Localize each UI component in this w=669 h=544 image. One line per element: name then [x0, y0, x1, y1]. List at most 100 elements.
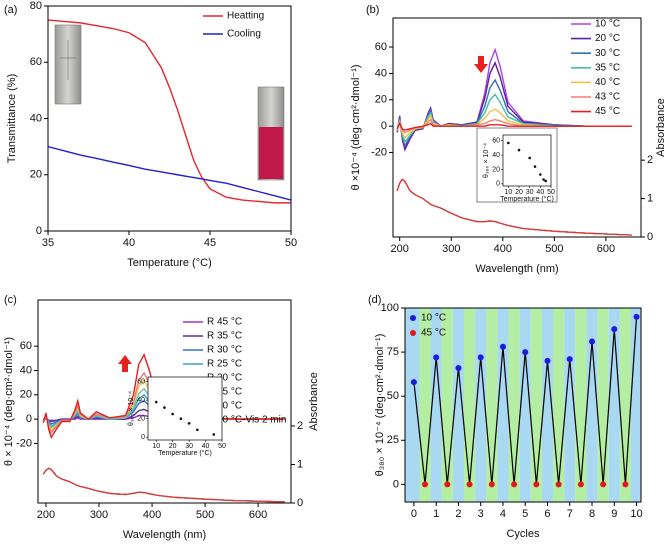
x-tick-label: 5 [522, 508, 528, 520]
absorbance-line [42, 467, 285, 503]
point [433, 354, 440, 361]
y-tick-label: 40 [20, 364, 32, 376]
point [566, 356, 573, 363]
absorbance-line [42, 467, 285, 503]
legend-label: 45 °C [595, 106, 620, 117]
point [511, 481, 518, 488]
inset-y-tick-label: 0 [496, 181, 500, 188]
legend-label: Cooling [227, 29, 261, 40]
legend-label: 35 °C [595, 62, 620, 73]
y-tick-label: 50 [387, 390, 399, 402]
y2-tick-label: 2 [297, 420, 303, 432]
y-tick-label: -20 [16, 437, 32, 449]
x-tick-label: 500 [545, 243, 563, 255]
x-tick-label: 200 [391, 243, 409, 255]
band [553, 308, 565, 502]
connector [491, 346, 504, 485]
inset-x-label: Temperature (°C) [500, 195, 554, 203]
panel-label: (c) [4, 294, 17, 306]
vial-turbid [257, 86, 285, 181]
y-tick-label: 40 [375, 67, 387, 79]
y-tick-label: -20 [371, 146, 387, 158]
absorbance-line [42, 467, 285, 503]
legend-label: 30 °C [595, 48, 620, 59]
band [486, 308, 498, 502]
connector [524, 352, 537, 485]
point [577, 481, 584, 488]
cd-line [47, 145, 292, 201]
absorbance-line [42, 467, 285, 503]
connector [546, 360, 560, 485]
inset-y-tick-label: 40 [492, 152, 500, 159]
connector [435, 357, 448, 485]
x-tick-label: 4 [500, 508, 506, 520]
connector [480, 357, 493, 485]
inset-x-tick-label: 40 [536, 189, 544, 196]
y-axis-label: θ ×10⁻⁴ (deg·cm²·dmol⁻¹) [350, 64, 362, 190]
band [519, 308, 531, 502]
inset-point [507, 141, 510, 145]
x-tick-label: 400 [494, 243, 512, 255]
band [608, 308, 620, 502]
absorbance-line [42, 467, 285, 503]
x-tick-label: 500 [196, 509, 214, 521]
y-tick-label: 0 [393, 478, 399, 490]
inset-x-tick-label: 10 [152, 443, 160, 450]
inset-point [154, 400, 158, 404]
inset-frame [147, 376, 223, 441]
band [419, 308, 431, 502]
connector [413, 382, 426, 485]
arrow-down [474, 56, 488, 73]
legend-label: R 20 °C [207, 373, 242, 384]
band [541, 308, 554, 502]
x-axis-label: Temperature (°C) [127, 257, 211, 269]
connector [468, 357, 482, 485]
panel: (b)200 300 400 500 600-200204060012Wavelengt… [350, 4, 667, 275]
band [564, 308, 576, 502]
point [555, 481, 562, 488]
inset-x-tick-label: 30 [185, 443, 193, 450]
y2-tick-label: 2 [647, 154, 653, 166]
legend-label: 20 °C [595, 33, 620, 44]
band [475, 308, 487, 502]
y2-tick-label: 1 [297, 458, 303, 470]
legend-label: R 35 °C [207, 331, 242, 342]
legend-label: 10 °C [595, 19, 620, 30]
absorbance-line [396, 178, 632, 236]
inset-point [533, 165, 537, 168]
absorbance-line [42, 467, 285, 503]
point [544, 357, 551, 364]
y-tick-label: 20 [30, 169, 42, 181]
band [586, 308, 598, 502]
y-tick-label: 60 [20, 340, 32, 352]
connector [569, 359, 582, 485]
y-tick-label: 60 [30, 56, 42, 68]
cd-line [396, 61, 632, 151]
inset-y-tick-label: 20 [492, 166, 500, 173]
connector [624, 316, 638, 485]
x-tick-label: 6 [544, 508, 550, 520]
x-axis-label: Wavelength (nm) [123, 529, 206, 541]
x-axis-label: Cycles [506, 528, 540, 540]
point [622, 481, 629, 488]
legend-label: R 30 °C [207, 345, 242, 356]
x-tick-label: 45 [204, 237, 216, 249]
inset-x-tick-label: 30 [526, 189, 534, 196]
inset-point [163, 406, 166, 409]
connector [424, 357, 437, 485]
y-tick-label: 100 [381, 302, 399, 314]
point [488, 481, 495, 488]
inset-point [187, 422, 191, 425]
point [633, 313, 640, 320]
x-tick-label: 10 [630, 508, 642, 520]
inset-x-tick-label: 20 [515, 189, 523, 196]
y2-axis-label: Absorbance [308, 372, 320, 431]
legend-label: R 10 °C [207, 401, 242, 412]
band [452, 308, 464, 502]
legend-label: R 45 °C [207, 317, 242, 328]
point [589, 338, 596, 345]
y2-tick-label: 1 [647, 192, 653, 204]
y-axis-label: θ₃₈₀ × 10⁻⁴ (deg·cm²·dmol⁻¹) [374, 334, 386, 477]
inset-x-tick-label: 20 [169, 443, 177, 450]
